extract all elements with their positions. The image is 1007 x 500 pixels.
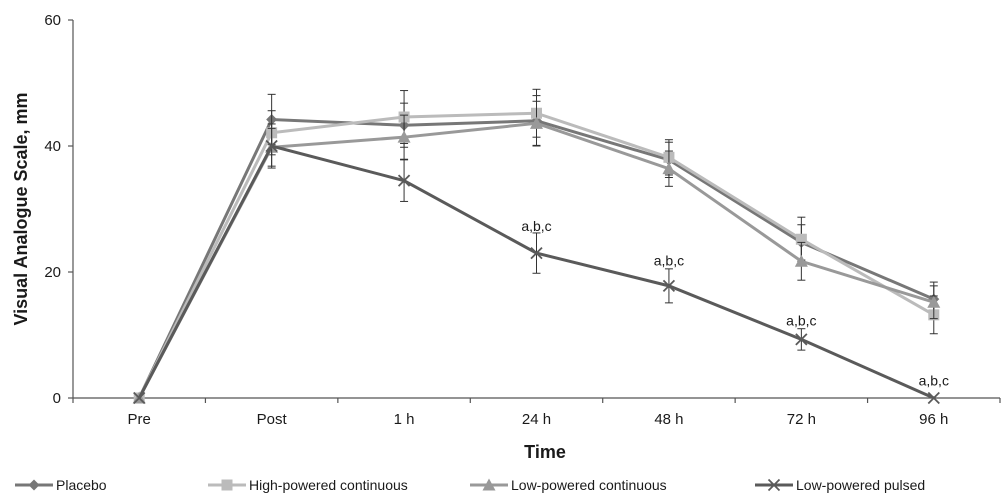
y-tick-label: 40 (44, 138, 61, 155)
series-low-powered-pulsed (133, 123, 940, 405)
x-tick-label: 72 h (787, 411, 816, 428)
legend-label: High-powered continuous (249, 477, 408, 493)
x-tick-label: 24 h (522, 411, 551, 428)
legend-swatch-marker (221, 479, 233, 491)
significance-annotation: a,b,c (786, 313, 816, 329)
x-tick-label: 1 h (394, 411, 415, 428)
y-tick-label: 20 (44, 264, 61, 281)
significance-annotation: a,b,c (521, 218, 551, 234)
data-point (530, 116, 543, 129)
x-tick-label: Pre (128, 411, 151, 428)
data-point (927, 391, 940, 405)
data-point (927, 295, 941, 308)
x-ticks: Pre Post 1 h 24 h 48 h 72 h 96 h (72, 398, 1001, 428)
significance-annotation: a,b,c (654, 253, 684, 269)
legend-label: Low-powered continuous (511, 477, 667, 493)
data-point (133, 391, 146, 405)
data-point (794, 254, 808, 267)
legend-swatch-marker (482, 478, 496, 491)
data-point (530, 246, 543, 260)
x-tick-label: Post (257, 411, 288, 428)
y-axis-title: Visual Analogue Scale, mm (11, 92, 31, 325)
legend-item: Placebo (15, 477, 107, 493)
legend-item: Low-powered pulsed (755, 477, 925, 493)
legend-label: Low-powered pulsed (796, 477, 925, 493)
data-point (662, 162, 676, 175)
significance-annotation: a,b,c (919, 372, 949, 388)
data-point (265, 139, 278, 153)
x-tick-label: 48 h (654, 411, 683, 428)
data-point (397, 174, 411, 187)
legend: Placebo High-powered continuous Low-powere… (15, 477, 925, 493)
x-tick-label: 96 h (919, 411, 948, 428)
y-tick-label: 0 (53, 390, 61, 407)
legend-swatch-marker (28, 479, 40, 491)
series-layer (132, 88, 941, 405)
legend-item: Low-powered continuous (470, 477, 667, 493)
legend-item: High-powered continuous (208, 477, 408, 493)
legend-swatch-marker (767, 478, 781, 492)
axes (72, 20, 1000, 399)
data-point (795, 233, 807, 245)
data-point (795, 333, 808, 346)
data-point (397, 130, 411, 143)
legend-label: Placebo (56, 477, 107, 493)
data-point (662, 279, 676, 292)
x-axis-title: Time (524, 442, 566, 462)
annotations: a,b,c a,b,c a,b,c a,b,c (521, 218, 949, 388)
y-ticks: 0 20 40 60 (44, 12, 73, 407)
y-tick-label: 60 (44, 12, 61, 29)
